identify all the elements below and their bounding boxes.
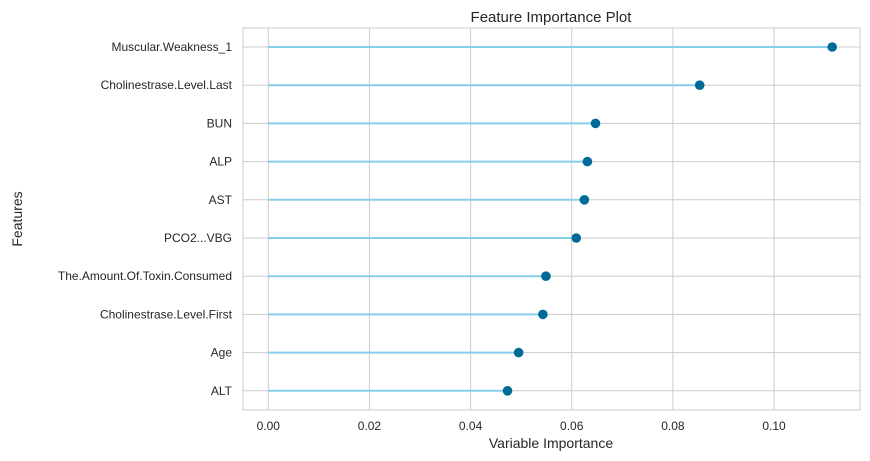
y-tick-label: PCO2...VBG [164, 231, 232, 245]
x-tick-label: 0.10 [762, 419, 786, 433]
y-tick-label: ALT [211, 384, 233, 398]
lollipop-marker [571, 233, 582, 243]
y-tick-label: Muscular.Weakness_1 [111, 40, 232, 54]
lollipop-marker [541, 271, 551, 282]
plot-frame [242, 27, 861, 411]
x-tick-labels: 0.00 0.02 0.04 0.06 0.08 0.10 [257, 419, 786, 433]
y-tick-label: Cholinestrase.Level.First [100, 307, 233, 321]
y-tick-labels: Muscular.Weakness_1 Cholinestrase.Level.L… [58, 40, 233, 398]
lollipop-marker [590, 118, 601, 129]
lollipop-marker [694, 80, 705, 90]
x-tick-label: 0.04 [459, 419, 483, 433]
lollipop-stems [268, 46, 833, 392]
x-axis-label: Variable Importance [489, 435, 613, 451]
lollipop-marker [538, 309, 548, 320]
lollipop-marker [582, 156, 593, 167]
y-tick-label: ALP [209, 155, 232, 169]
chart-title: Feature Importance Plot [471, 9, 633, 26]
y-tick-label: AST [209, 193, 233, 207]
y-axis-label: Features [9, 191, 25, 246]
x-tick-label: 0.00 [257, 419, 281, 433]
y-tick-label: BUN [207, 116, 232, 130]
lollipop-marker [513, 347, 524, 358]
x-tick-label: 0.06 [560, 419, 584, 433]
y-tick-label: Cholinestrase.Level.Last [101, 78, 233, 92]
lollipop-markers [502, 42, 837, 396]
y-tick-label: The.Amount.Of.Toxin.Consumed [58, 269, 232, 283]
lollipop-marker [579, 195, 590, 205]
y-tick-label: Age [211, 346, 233, 360]
x-tick-label: 0.02 [358, 419, 382, 433]
lollipop-marker [502, 386, 513, 396]
lollipop-marker [827, 42, 837, 52]
x-tick-label: 0.08 [661, 419, 685, 433]
